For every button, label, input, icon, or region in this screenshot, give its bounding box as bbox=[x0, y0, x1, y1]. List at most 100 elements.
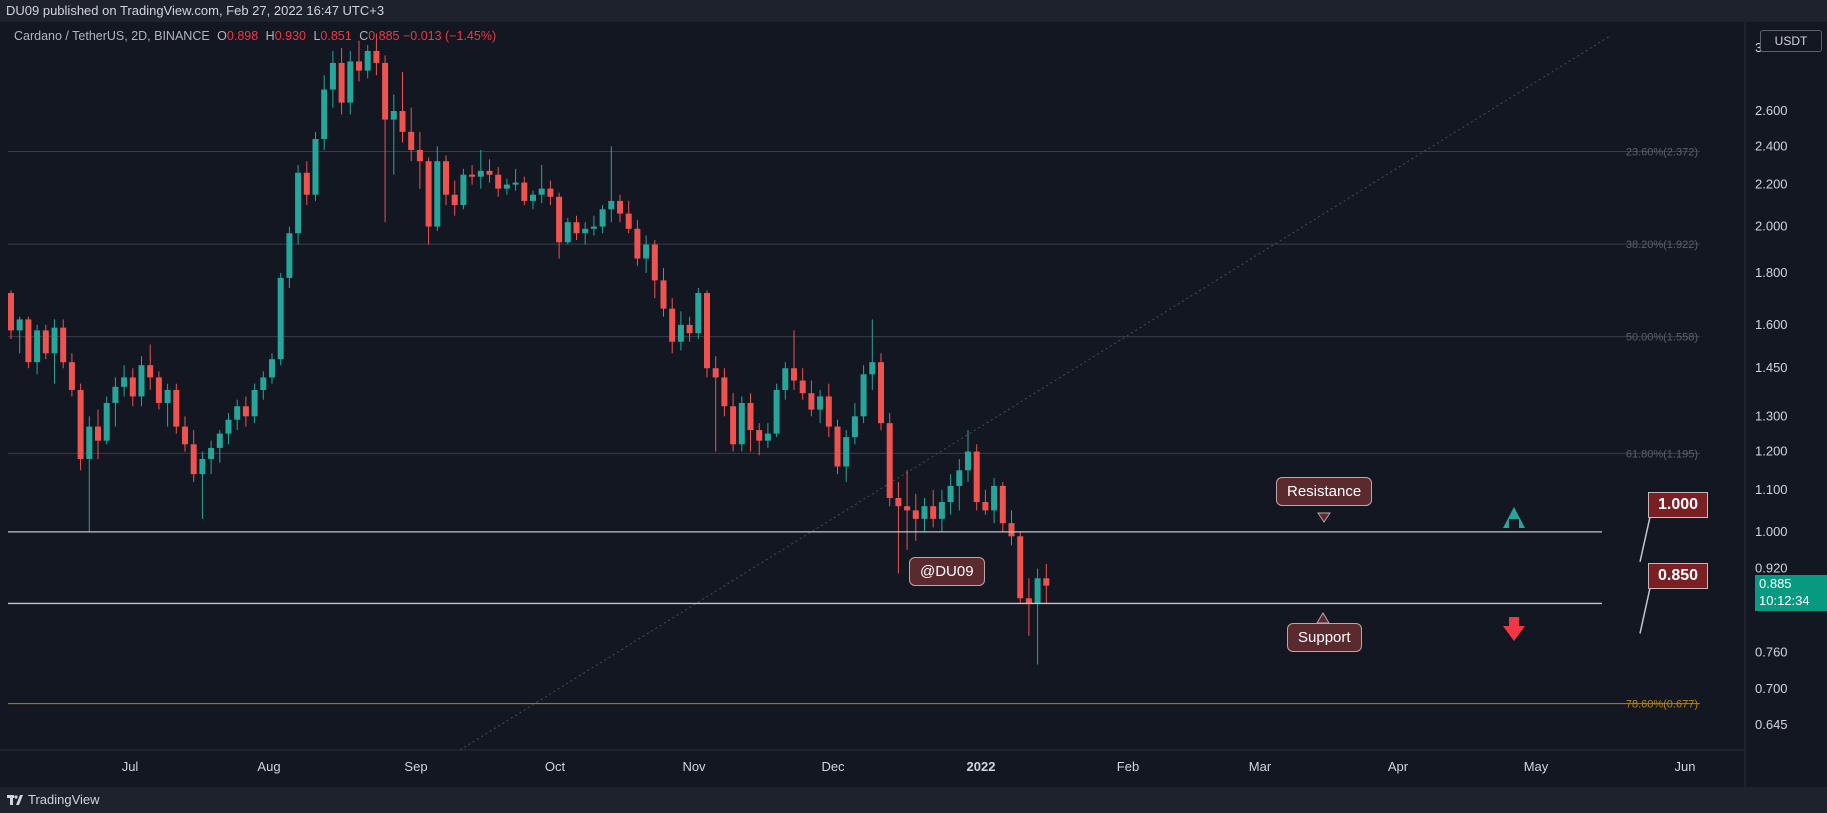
candle-body bbox=[173, 390, 180, 427]
candle-body bbox=[738, 402, 745, 445]
x-tick-label: Dec bbox=[821, 759, 845, 774]
x-tick-label: Jul bbox=[122, 759, 139, 774]
candle-body bbox=[643, 244, 650, 259]
candle-body bbox=[825, 396, 832, 427]
x-tick-label: Oct bbox=[545, 759, 566, 774]
down-arrow-icon bbox=[1503, 617, 1525, 641]
y-tick-label: 1.000 bbox=[1755, 524, 1788, 539]
candle-body bbox=[416, 149, 423, 162]
y-tick-label: 2.200 bbox=[1755, 177, 1788, 192]
candle-body bbox=[1017, 536, 1024, 599]
candle-body bbox=[68, 362, 75, 391]
candle-body bbox=[860, 374, 867, 417]
candle-body bbox=[721, 377, 728, 407]
open-label: O bbox=[217, 29, 227, 43]
high-label: H bbox=[265, 29, 275, 43]
candle-body bbox=[878, 362, 884, 424]
x-tick-label: Apr bbox=[1388, 759, 1409, 774]
candle-body bbox=[956, 470, 963, 486]
candle-body bbox=[530, 194, 536, 201]
candle-body bbox=[930, 506, 937, 519]
y-tick-label: 1.600 bbox=[1755, 317, 1788, 332]
candle-body bbox=[512, 182, 519, 185]
candle-body bbox=[425, 161, 432, 227]
direction-arrows bbox=[1503, 507, 1525, 641]
candle-body bbox=[582, 228, 589, 234]
candle-body bbox=[260, 377, 267, 391]
grid bbox=[0, 22, 1827, 787]
candle-body bbox=[16, 319, 23, 331]
candle-body bbox=[834, 426, 841, 467]
candle-body bbox=[851, 416, 858, 438]
candle-body bbox=[704, 293, 710, 369]
candle-body bbox=[164, 390, 171, 403]
fib-label: 23.60%(2.372) bbox=[1626, 146, 1698, 158]
candle-body bbox=[182, 426, 188, 445]
candle-body bbox=[617, 200, 623, 214]
candle-body bbox=[912, 510, 919, 519]
candle-body bbox=[660, 280, 667, 309]
candle-body bbox=[329, 62, 336, 90]
candle-body bbox=[556, 196, 563, 243]
candle-body bbox=[817, 396, 824, 410]
candle-body bbox=[51, 327, 58, 354]
candle-body bbox=[599, 209, 606, 227]
x-tick-label: Jun bbox=[1675, 759, 1696, 774]
candle-body bbox=[147, 365, 154, 378]
candle-body bbox=[869, 362, 876, 375]
candle-body bbox=[364, 50, 371, 71]
candle-body bbox=[112, 386, 119, 403]
symbol-legend: Cardano / TetherUS, 2D, BINANCE O0.898 H… bbox=[14, 29, 496, 43]
published-header: DU09 published on TradingView.com, Feb 2… bbox=[0, 0, 1827, 22]
candle-body bbox=[947, 485, 954, 503]
candle-body bbox=[338, 62, 345, 103]
candle-body bbox=[999, 485, 1006, 524]
y-tick-label: 1.200 bbox=[1755, 444, 1788, 459]
candle-body bbox=[747, 402, 754, 431]
candle-body bbox=[1034, 578, 1041, 604]
candle-body bbox=[730, 406, 737, 445]
candle-body bbox=[42, 330, 49, 354]
x-tick-label: Nov bbox=[682, 759, 706, 774]
candle-body bbox=[634, 228, 641, 259]
fib-levels: 23.60%(2.372) 38.20%(1.922) 50.00%(1.558) 6… bbox=[8, 146, 1700, 711]
candle-body bbox=[103, 402, 110, 441]
candle-body bbox=[216, 433, 223, 448]
candle-body bbox=[303, 172, 310, 195]
footer-brand: TradingView bbox=[28, 792, 100, 807]
candle-body bbox=[808, 393, 815, 410]
candle-body bbox=[764, 433, 771, 441]
candle-body bbox=[199, 458, 206, 475]
close-label: C bbox=[359, 29, 369, 43]
low-label: L bbox=[313, 29, 321, 43]
candlestick-chart[interactable]: 23.60%(2.372) 38.20%(1.922) 50.00%(1.558) 6… bbox=[0, 22, 1827, 787]
candle-body bbox=[886, 423, 893, 498]
fib-trend-line bbox=[459, 35, 1611, 751]
x-tick-label: Feb bbox=[1117, 759, 1139, 774]
up-arrow-icon bbox=[1503, 507, 1525, 528]
candle-body bbox=[208, 447, 215, 459]
candle-body bbox=[382, 62, 389, 120]
candle-body bbox=[34, 330, 41, 363]
y-tick-label: 2.000 bbox=[1755, 219, 1788, 234]
candle-body bbox=[469, 174, 476, 177]
candle-body bbox=[712, 368, 719, 378]
resistance-price-box: 1.000 bbox=[1648, 492, 1709, 518]
candle-body bbox=[25, 319, 32, 363]
y-tick-label: 0.700 bbox=[1755, 681, 1788, 696]
resistance-tag: Resistance bbox=[1276, 477, 1373, 506]
candle-body bbox=[895, 497, 902, 507]
currency-button[interactable]: USDT bbox=[1760, 30, 1822, 52]
candle-body bbox=[234, 406, 241, 420]
x-tick-label: May bbox=[1524, 759, 1549, 774]
candle-body bbox=[121, 377, 128, 387]
candle-body bbox=[443, 161, 449, 195]
last-price-label: 0.885 10:12:34 bbox=[1755, 575, 1827, 611]
candle-body bbox=[495, 174, 502, 189]
candle-body bbox=[503, 184, 510, 189]
candle-body bbox=[547, 188, 554, 197]
candle-body bbox=[8, 293, 14, 331]
countdown-value: 10:12:34 bbox=[1759, 593, 1810, 608]
author-watermark: @DU09 bbox=[909, 557, 985, 586]
candle-body bbox=[965, 451, 971, 471]
